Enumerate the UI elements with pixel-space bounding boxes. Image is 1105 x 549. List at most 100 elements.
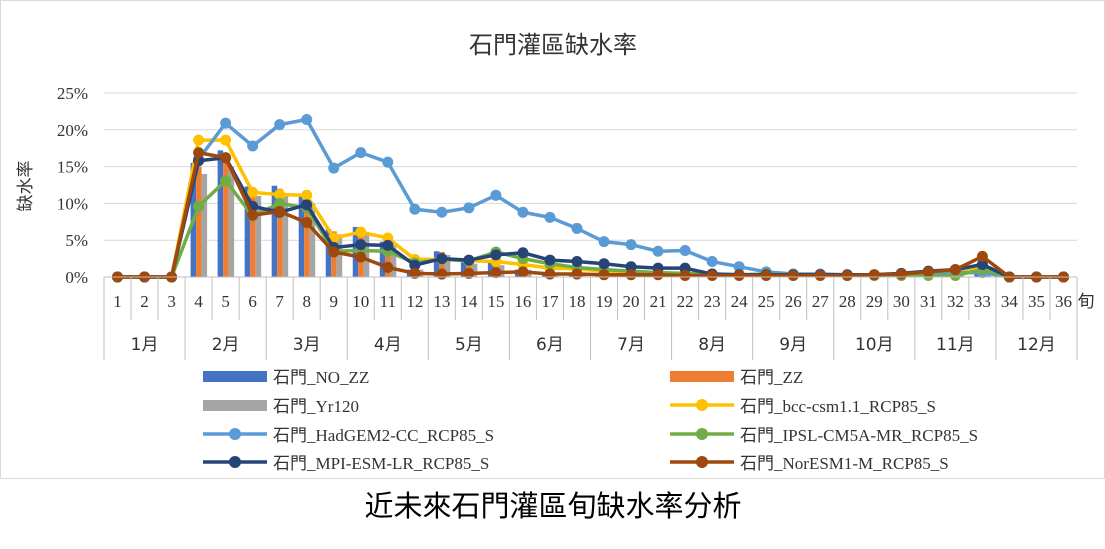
series-point [436, 268, 448, 280]
bar [385, 243, 391, 277]
month-label: 11月 [936, 335, 975, 355]
legend-label: 石門_NorESM1-M_RCP85_S [740, 454, 949, 473]
series-point [517, 266, 529, 278]
x-tick-label: 26 [785, 292, 802, 311]
series-point [895, 268, 907, 280]
series-point [355, 147, 367, 159]
bar [433, 251, 440, 277]
series-point [274, 197, 286, 209]
series-point [706, 270, 718, 282]
legend-swatch [670, 371, 734, 382]
series-point [409, 259, 421, 271]
chart-border [0, 0, 1105, 479]
series-point [598, 236, 610, 248]
series-point [220, 134, 232, 146]
bar [304, 199, 310, 277]
series-point [274, 119, 286, 131]
x-tick-label: 25 [758, 292, 775, 311]
series-point [382, 156, 394, 168]
series-point [976, 258, 988, 270]
series-point [274, 205, 286, 217]
series-point [625, 261, 637, 273]
series-point [517, 206, 529, 218]
y-tick-label: 25% [57, 84, 88, 103]
series-point [355, 226, 367, 238]
legend-label: 石門_MPI-ESM-LR_RCP85_S [273, 454, 489, 473]
x-tick-label: 27 [812, 292, 830, 311]
month-label: 7月 [617, 335, 645, 355]
bar [277, 188, 283, 277]
series-point [274, 189, 286, 201]
series-point [193, 147, 205, 159]
legend-marker [696, 456, 708, 468]
x-tick-label: 5 [221, 292, 230, 311]
month-label: 1月 [131, 335, 159, 355]
series-point [598, 258, 610, 270]
series-point [463, 202, 475, 214]
x-tick-label: 23 [704, 292, 721, 311]
y-tick-label: 5% [65, 231, 88, 250]
legend-label: 石門_HadGEM2-CC_RCP85_S [273, 426, 494, 445]
x-tick-label: 7 [275, 292, 284, 311]
series-point [625, 269, 637, 281]
bar [228, 166, 235, 277]
series-point [490, 267, 502, 279]
month-label: 5月 [455, 335, 483, 355]
series-point [949, 264, 961, 276]
x-tick-label: 36 [1055, 292, 1072, 311]
series-point [409, 267, 421, 279]
month-label: 6月 [536, 335, 564, 355]
series-point [841, 270, 853, 282]
x-tick-label: 32 [947, 292, 964, 311]
bar [460, 262, 467, 277]
month-label: 10月 [855, 335, 894, 355]
series-point [247, 140, 259, 152]
series-point [544, 268, 556, 280]
x-tick-label: 1 [113, 292, 122, 311]
bar [282, 196, 289, 277]
series-point [463, 254, 475, 266]
series-point [382, 261, 394, 273]
x-tick-label: 17 [541, 292, 559, 311]
month-label: 8月 [698, 335, 726, 355]
series-point [355, 251, 367, 263]
series-point [220, 152, 232, 164]
x-tick-label: 10 [352, 292, 369, 311]
legend-marker [229, 456, 241, 468]
series-point [679, 270, 691, 282]
bar [390, 245, 397, 277]
x-tick-label: 21 [650, 292, 667, 311]
bar [298, 196, 305, 277]
legend: 石門_NO_ZZ 石門_ZZ 石門_Yr120 石門_bcc-csm1.1_RCP85… [203, 368, 978, 473]
x-axis: 1 2 3 4 5 6 7 8 9 10 11 12 13 14 15 16 17 18 19 20 21 22 23 24 2… [103, 276, 1078, 360]
legend-label: 石門_Yr120 [273, 397, 359, 416]
series-point [652, 245, 664, 257]
x-tick-label: 4 [194, 292, 203, 311]
bar [196, 166, 202, 277]
series-point [571, 268, 583, 280]
series-point [571, 222, 583, 234]
series-point [301, 217, 313, 229]
bar [471, 263, 478, 277]
x-tick-label: 28 [839, 292, 856, 311]
series-point [247, 186, 259, 198]
y-axis-label: 缺水率 [16, 161, 36, 212]
legend-marker [696, 399, 708, 411]
x-tick-label: 18 [568, 292, 585, 311]
bar [201, 173, 208, 277]
series-point [787, 270, 799, 282]
bar [255, 196, 262, 277]
series-point [733, 270, 745, 282]
series-point [976, 250, 988, 262]
series-point [355, 239, 367, 251]
series-point [328, 246, 340, 258]
x-tick-label: 12 [406, 292, 423, 311]
bar [487, 262, 494, 277]
x-tick-label: 3 [167, 292, 176, 311]
series-point [301, 113, 313, 125]
series-point [301, 199, 313, 211]
series-point [193, 200, 205, 212]
y-tick-label: 10% [57, 194, 88, 213]
